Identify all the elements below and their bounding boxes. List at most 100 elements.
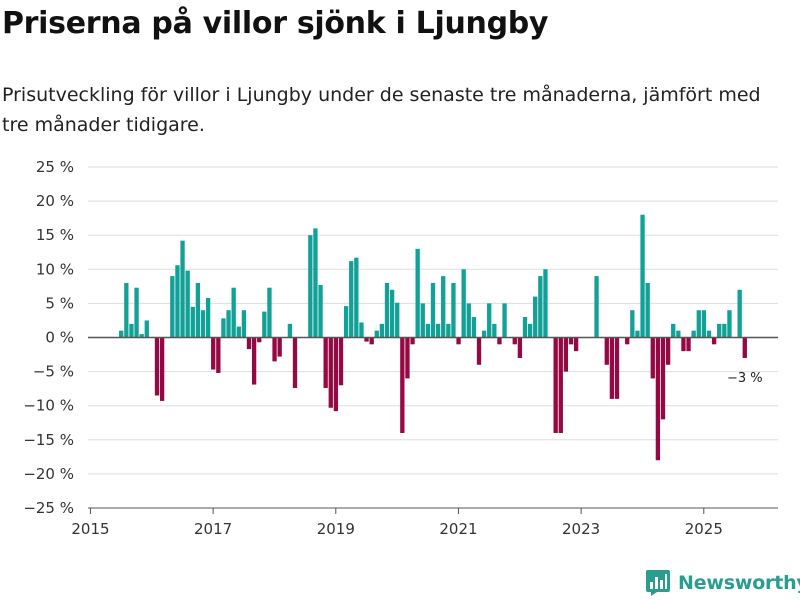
- bar: [553, 337, 558, 433]
- bar: [292, 337, 298, 388]
- bar: [665, 337, 671, 365]
- bar: [717, 323, 722, 338]
- bar: [461, 269, 466, 338]
- y-tick-label: 10 %: [36, 260, 74, 278]
- bar: [446, 323, 451, 338]
- bar: [681, 337, 686, 352]
- bar: [354, 257, 359, 338]
- bar: [742, 337, 747, 358]
- bar: [205, 297, 211, 338]
- bar: [144, 320, 149, 338]
- bar: [410, 337, 415, 345]
- bar: [287, 323, 293, 338]
- bar: [384, 282, 390, 338]
- bar: [359, 322, 364, 338]
- bar: [313, 228, 318, 338]
- bar: [200, 310, 206, 338]
- x-tick-label: 2015: [71, 520, 109, 538]
- bar: [420, 303, 425, 338]
- bar: [522, 317, 528, 338]
- bar: [614, 337, 620, 399]
- bar: [170, 276, 175, 338]
- bar: [630, 310, 635, 338]
- bar: [492, 323, 497, 338]
- bar: [609, 337, 615, 399]
- bar: [395, 302, 400, 338]
- bar: [481, 330, 487, 338]
- bar: [379, 323, 385, 338]
- bar: [594, 276, 599, 338]
- bar: [159, 337, 165, 401]
- bar: [441, 276, 446, 338]
- bar: [727, 310, 732, 338]
- last-value-annotation: −3 %: [727, 371, 763, 386]
- x-tick-label: 2017: [194, 520, 232, 538]
- bar: [257, 337, 262, 343]
- bar: [696, 310, 701, 338]
- bar: [185, 270, 190, 338]
- bar: [195, 282, 201, 338]
- bar: [466, 303, 471, 338]
- y-tick-label: −15 %: [23, 431, 74, 449]
- bar: [277, 337, 282, 357]
- bar-chart-logo-icon: [646, 570, 670, 596]
- bar: [573, 337, 579, 352]
- bar: [645, 282, 650, 338]
- bar: [706, 330, 712, 338]
- bar: [154, 337, 160, 396]
- bar: [272, 337, 277, 362]
- brand-name: Newsworthy: [678, 572, 800, 594]
- bar: [251, 337, 257, 385]
- bar: [124, 282, 129, 338]
- bar: [676, 330, 681, 338]
- bar: [226, 310, 231, 338]
- brand-logo: Newsworthy: [645, 569, 800, 597]
- bar: [737, 289, 742, 338]
- y-tick-label: −10 %: [23, 397, 74, 415]
- x-tick-label: 2021: [439, 520, 477, 538]
- bars: [119, 214, 747, 461]
- bar: [471, 317, 477, 338]
- bar: [456, 337, 461, 345]
- bar: [660, 337, 666, 420]
- bar: [635, 330, 640, 338]
- chart-title: Priserna på villor sjönk i Ljungby: [2, 6, 549, 41]
- bar: [343, 306, 349, 338]
- bar: [333, 337, 339, 412]
- bar: [262, 311, 267, 338]
- bar: [318, 284, 323, 338]
- bar: [323, 337, 328, 388]
- bar: [389, 289, 395, 338]
- y-tick-label: 0 %: [45, 329, 74, 347]
- bar: [425, 323, 431, 338]
- bar: [415, 248, 420, 338]
- bar: [180, 240, 185, 338]
- bar: [671, 323, 676, 338]
- bar: [175, 265, 180, 338]
- bar: [221, 318, 226, 338]
- axes: [88, 336, 778, 514]
- bar: [604, 337, 609, 365]
- x-tick-label: 2025: [685, 520, 723, 538]
- bar: [502, 303, 507, 338]
- bar: [405, 337, 410, 379]
- bar: [487, 303, 492, 338]
- bar: [711, 337, 717, 345]
- bar: [568, 337, 574, 345]
- bar: [722, 323, 727, 338]
- y-tick-label: 25 %: [36, 158, 74, 176]
- bar: [640, 214, 645, 338]
- bar: [231, 287, 236, 338]
- bar: [435, 323, 441, 338]
- bar: [338, 337, 344, 386]
- bar: [527, 323, 533, 338]
- bar: [655, 337, 661, 461]
- bar: [430, 282, 436, 338]
- bar: [701, 310, 707, 338]
- y-tick-label: −5 %: [33, 363, 74, 381]
- bar: [241, 310, 247, 338]
- bar: [476, 337, 482, 365]
- x-tick-label: 2023: [562, 520, 600, 538]
- bar: [691, 330, 696, 338]
- y-tick-label: −25 %: [23, 499, 74, 517]
